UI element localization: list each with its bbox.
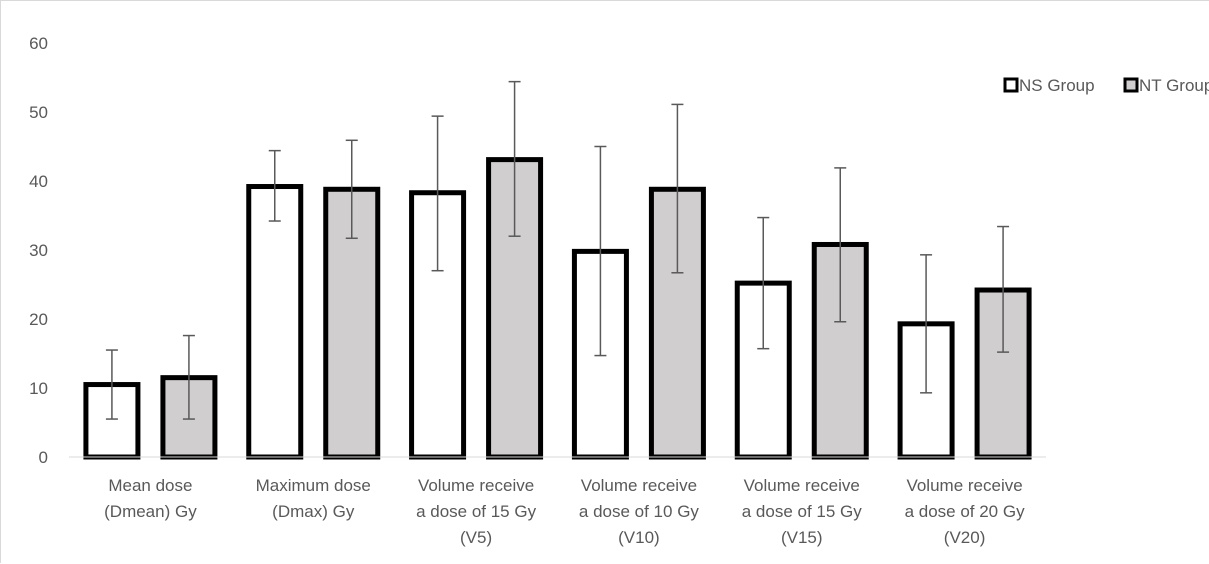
y-axis-ticks: 0 10 20 30 40 50 60 — [29, 34, 48, 467]
x-category-label: Volume receive — [418, 476, 534, 495]
bar-ns — [246, 184, 304, 460]
bar-ns — [734, 280, 792, 460]
y-tick-label: 50 — [29, 103, 48, 122]
y-tick-label: 20 — [29, 310, 48, 329]
x-category-label: (V5) — [460, 528, 492, 547]
legend-swatch — [1003, 77, 1019, 93]
x-category-label: Volume receive — [906, 476, 1022, 495]
y-tick-label: 0 — [39, 448, 48, 467]
error-bars — [105, 80, 1010, 420]
x-category-label: Volume receive — [581, 476, 697, 495]
legend: NS Group NT Group — [1003, 76, 1209, 95]
x-category-label: Maximum dose — [256, 476, 371, 495]
bars — [83, 157, 1032, 460]
legend-swatch — [1123, 77, 1139, 93]
x-category-label: a dose of 15 Gy — [742, 502, 863, 521]
y-tick-label: 60 — [29, 34, 48, 53]
x-category-label: (V20) — [944, 528, 986, 547]
x-category-label: a dose of 20 Gy — [905, 502, 1026, 521]
x-axis-category-labels: Mean dose (Dmean) Gy Maximum dose (Dmax) Gy… — [104, 476, 1025, 547]
y-tick-label: 30 — [29, 241, 48, 260]
x-category-label: (Dmax) Gy — [272, 502, 355, 521]
x-category-label: a dose of 15 Gy — [416, 502, 537, 521]
x-category-label: Volume receive — [744, 476, 860, 495]
x-category-label: Mean dose — [108, 476, 192, 495]
x-category-label: (V10) — [618, 528, 660, 547]
y-tick-label: 40 — [29, 172, 48, 191]
legend-label: NS Group — [1019, 76, 1095, 95]
legend-label: NT Group — [1139, 76, 1209, 95]
x-category-label: (Dmean) Gy — [104, 502, 197, 521]
x-category-label: a dose of 10 Gy — [579, 502, 700, 521]
x-category-label: (V15) — [781, 528, 823, 547]
y-tick-label: 10 — [29, 379, 48, 398]
